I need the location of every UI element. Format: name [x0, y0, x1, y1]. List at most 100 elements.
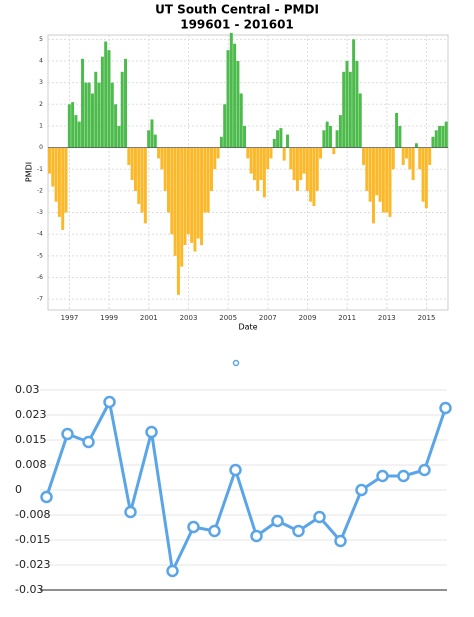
y-tick-label: -2 [37, 187, 43, 194]
bar [256, 147, 260, 191]
bar [239, 93, 243, 148]
bar [286, 134, 289, 148]
y-tick-label: 5 [39, 36, 43, 43]
bar [352, 39, 356, 148]
bar [213, 147, 217, 170]
bar [170, 147, 174, 235]
bar [312, 147, 316, 207]
data-point [355, 483, 368, 497]
bar [295, 147, 299, 191]
bar [243, 125, 247, 148]
bar [338, 115, 342, 148]
bar [87, 82, 91, 148]
bar [157, 147, 161, 159]
y-tick-label: 0.008 [15, 458, 47, 471]
bar [196, 147, 200, 239]
y-tick-label: -0.023 [15, 558, 50, 571]
data-point [166, 564, 179, 578]
bar [302, 147, 306, 174]
bar [90, 93, 94, 148]
x-tick-label: 1999 [100, 314, 118, 322]
bar [147, 130, 151, 148]
bar [328, 125, 332, 148]
data-point [313, 510, 326, 524]
data-point [334, 534, 347, 548]
data-point [61, 427, 74, 441]
bar [246, 147, 250, 159]
bar [371, 147, 375, 224]
bar [163, 147, 167, 191]
y-tick-label: -0.015 [15, 533, 50, 546]
bar [48, 147, 51, 174]
bar [332, 147, 336, 155]
chart-title: UT South Central - PMDI [155, 3, 319, 17]
bar [282, 147, 286, 161]
bar [130, 147, 134, 181]
bar [279, 128, 283, 148]
x-tick-label: 2007 [259, 314, 277, 322]
bar [117, 125, 121, 148]
bar [150, 119, 154, 148]
y-tick-label: 2 [39, 101, 43, 108]
bar [186, 147, 190, 235]
bar [252, 147, 256, 181]
bar [375, 147, 379, 196]
x-tick-label: 2013 [378, 314, 396, 322]
y-tick-label: 0 [15, 483, 22, 496]
y-tick-label: 4 [39, 57, 43, 64]
bar [133, 147, 137, 191]
bar [249, 147, 253, 174]
bar [167, 147, 170, 213]
bar [408, 147, 412, 170]
bar [348, 71, 352, 148]
bar [74, 115, 78, 148]
bar [421, 147, 425, 202]
bar [233, 43, 237, 148]
bar [358, 93, 362, 148]
bar [262, 147, 266, 198]
data-point [376, 469, 389, 483]
y-tick-label: 0.03 [15, 383, 40, 396]
y-tick-label: 1 [39, 122, 43, 129]
bar [229, 32, 233, 148]
y-tick-label: 0.015 [15, 433, 47, 446]
y-tick-label: 0 [39, 144, 43, 151]
bar [385, 147, 389, 213]
bar [299, 147, 303, 181]
bar [209, 147, 213, 191]
bar [292, 147, 296, 181]
x-tick-label: 1997 [61, 314, 79, 322]
bar [173, 147, 177, 256]
bar [57, 147, 61, 217]
bar [405, 147, 408, 159]
bar [342, 71, 346, 148]
bar [190, 147, 194, 243]
data-point [103, 395, 116, 409]
bar [325, 121, 329, 148]
bar [67, 104, 71, 148]
bar [418, 147, 422, 170]
bar [368, 147, 372, 202]
bar [289, 147, 293, 170]
bar [269, 147, 273, 159]
bar [414, 143, 418, 148]
bar [51, 147, 55, 187]
bar [345, 60, 349, 148]
x-tick-label: 2001 [140, 314, 158, 322]
data-point [82, 435, 95, 449]
bar [236, 60, 240, 148]
data-line [45, 400, 447, 573]
y-tick-label: 3 [39, 79, 43, 86]
bar [226, 50, 230, 148]
bar [305, 147, 309, 191]
bar [319, 147, 323, 159]
bar [203, 147, 207, 213]
bar [71, 102, 75, 148]
bar [176, 147, 180, 295]
bar [64, 147, 68, 213]
bar [441, 125, 445, 148]
bar [401, 147, 405, 165]
bar [438, 125, 442, 148]
bar [223, 104, 227, 148]
y-tick-label: -6 [37, 274, 43, 281]
